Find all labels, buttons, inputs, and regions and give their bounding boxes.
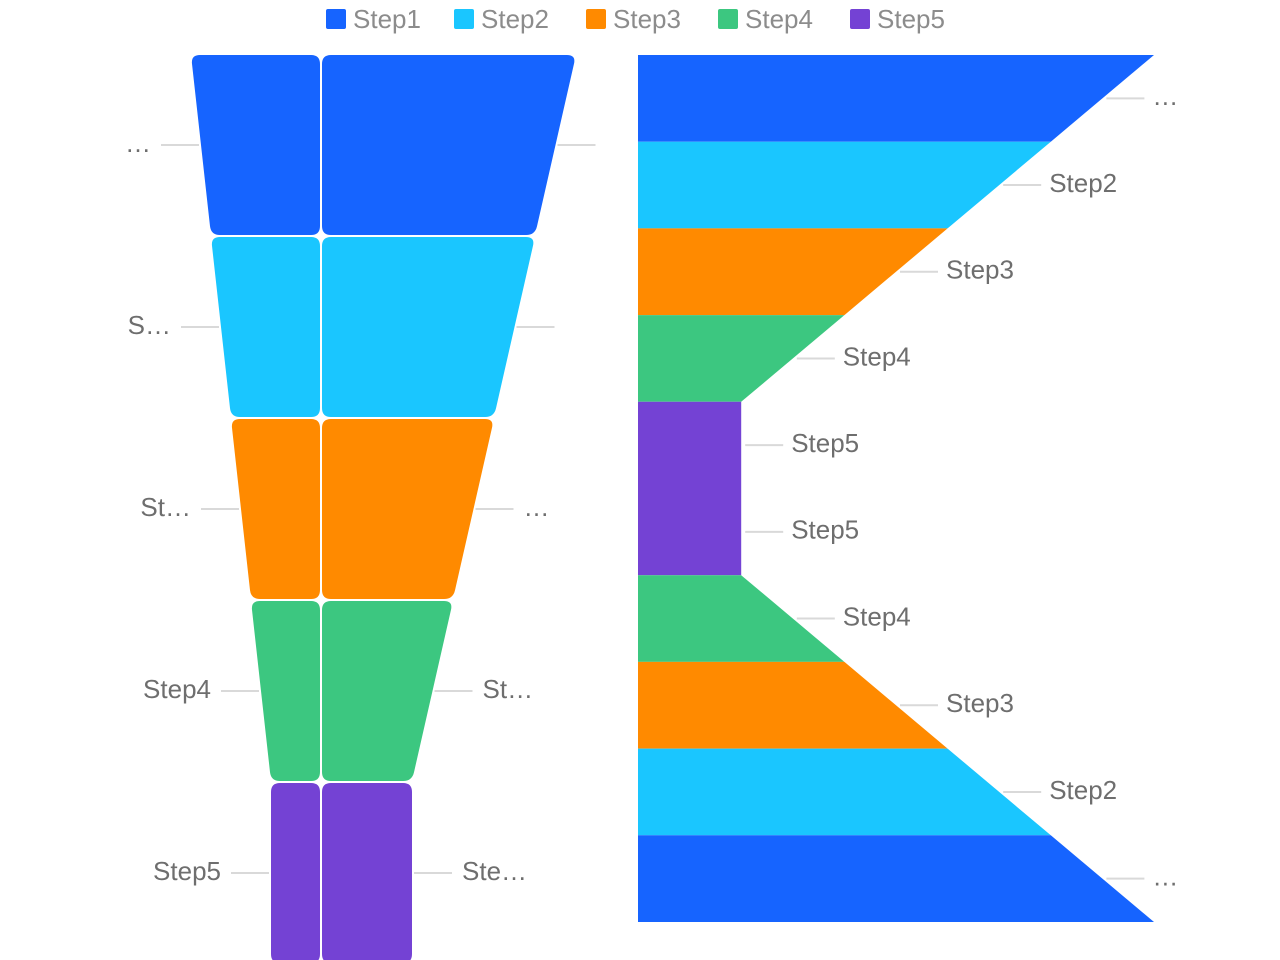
bar-step2-top[interactable] [638, 141, 1051, 229]
bar-step4-top[interactable] [638, 315, 845, 402]
legend-swatch-step3 [586, 9, 606, 29]
legend-item-step2[interactable]: Step2 [454, 3, 549, 34]
funnel-segment-step5-left[interactable] [271, 783, 320, 960]
bar-step3-top[interactable] [638, 228, 948, 316]
legend-item-step3[interactable]: Step3 [586, 3, 681, 34]
legend-swatch-step4 [718, 9, 738, 29]
bar-label: Step2 [1049, 775, 1117, 805]
funnel-segment-step3-right[interactable] [322, 419, 493, 599]
bar-step1-bottom[interactable] [638, 835, 1154, 922]
bar-label: … [1152, 81, 1178, 111]
funnel-label-left: Step5 [153, 856, 221, 886]
bar-step5-top[interactable] [638, 401, 742, 489]
mirrored-bar-chart: … Step2 Step3 Step4 Step5 Step5 Step4 Step3 Step… [638, 55, 1178, 922]
bar-label: Step3 [946, 688, 1014, 718]
funnel-segment-step2-left[interactable] [211, 237, 320, 417]
funnel-label-left: … [125, 128, 151, 158]
funnel-segment-step1-left[interactable] [191, 55, 320, 235]
bar-label: Step5 [791, 515, 859, 545]
bar-step3-bottom[interactable] [638, 661, 948, 749]
bar-step1-top[interactable] [638, 55, 1154, 142]
legend-item-step5[interactable]: Step5 [850, 3, 945, 34]
bar-step4-bottom[interactable] [638, 575, 845, 662]
funnel-label-left: St… [140, 492, 191, 522]
funnel-segment-step4-left[interactable] [251, 601, 320, 781]
funnel-label-left: S… [128, 310, 171, 340]
funnel-segment-step5-right[interactable] [322, 783, 412, 960]
bar-label: Step3 [946, 255, 1014, 285]
funnel-segment-step4-right[interactable] [322, 601, 452, 781]
legend-swatch-step2 [454, 9, 474, 29]
bar-label: Step4 [843, 341, 911, 371]
bar-step2-bottom[interactable] [638, 748, 1051, 836]
funnel-label-right: Ste… [462, 856, 527, 886]
legend-item-step4[interactable]: Step4 [718, 3, 813, 34]
funnel-label-left: Step4 [143, 674, 211, 704]
legend-label-step4: Step4 [745, 3, 813, 34]
legend-swatch-step1 [326, 9, 346, 29]
funnel-label-right: … [524, 492, 550, 522]
legend-label-step2: Step2 [481, 3, 549, 34]
funnel-segment-step1-right[interactable] [322, 55, 575, 235]
bar-label: Step4 [843, 601, 911, 631]
bar-label: Step2 [1049, 168, 1117, 198]
funnel-chart: … S… St… … Step4 St… Step5 Ste… [125, 55, 596, 960]
bar-label: … [1152, 862, 1178, 892]
bar-step5-bottom[interactable] [638, 488, 742, 576]
legend: Step1 Step2 Step3 Step4 Step5 [0, 0, 1280, 40]
legend-item-step1[interactable]: Step1 [326, 3, 421, 34]
legend-label-step3: Step3 [613, 3, 681, 34]
bar-label: Step5 [791, 428, 859, 458]
funnel-segment-step2-right[interactable] [322, 237, 534, 417]
legend-label-step5: Step5 [877, 3, 945, 34]
funnel-segment-step3-left[interactable] [231, 419, 320, 599]
funnel-label-right: St… [483, 674, 534, 704]
legend-swatch-step5 [850, 9, 870, 29]
legend-label-step1: Step1 [353, 3, 421, 34]
